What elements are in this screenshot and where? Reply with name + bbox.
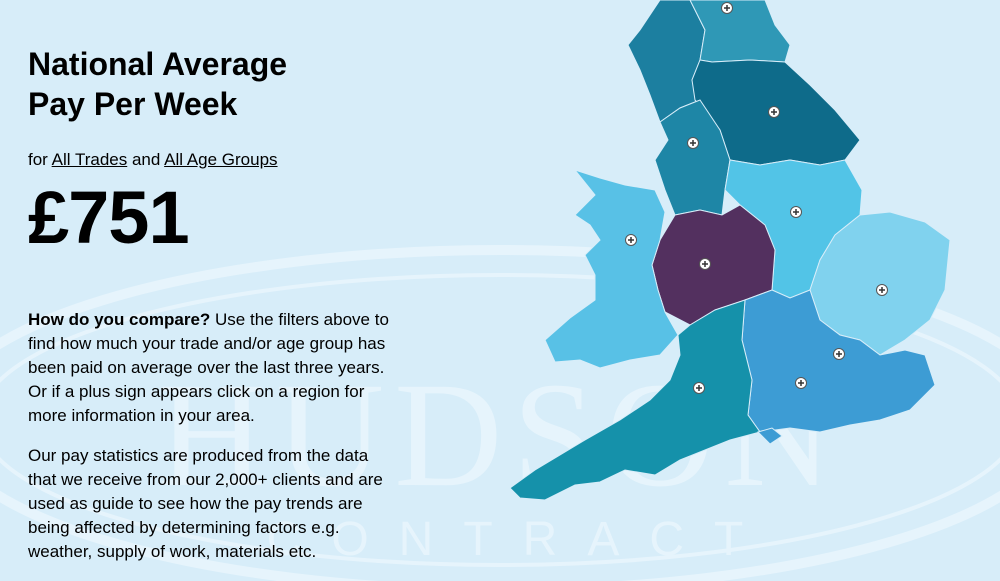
region-isle-of-wight[interactable]: [757, 427, 783, 445]
region-plus-button[interactable]: [625, 234, 637, 246]
region-north-east[interactable]: [689, 0, 791, 63]
age-filter-link[interactable]: All Age Groups: [164, 150, 278, 169]
region-plus-button[interactable]: [699, 258, 711, 270]
region-plus-button[interactable]: [876, 284, 888, 296]
region-south-west[interactable]: [509, 299, 761, 501]
region-plus-button[interactable]: [687, 137, 699, 149]
region-plus-button[interactable]: [833, 348, 845, 360]
watermark-ring: [0, 273, 1000, 567]
watermark-ring: [0, 245, 1000, 581]
info-panel: National Average Pay Per Week for All Tr…: [28, 44, 400, 564]
intro-text: Use the filters above to find how much y…: [28, 310, 389, 425]
trade-filter-link[interactable]: All Trades: [51, 150, 128, 169]
filter-prefix: for: [28, 150, 48, 169]
filter-joiner: and: [131, 150, 161, 169]
intro-paragraph: How do you compare? Use the filters abov…: [28, 308, 400, 428]
region-plus-button[interactable]: [768, 106, 780, 118]
watermark-text: CONTRACT: [267, 513, 774, 566]
region-wales[interactable]: [544, 169, 679, 369]
region-plus-button[interactable]: [721, 2, 733, 14]
stats-paragraph: Our pay statistics are produced from the…: [28, 446, 383, 561]
region-plus-button[interactable]: [693, 382, 705, 394]
average-pay: £751: [28, 176, 190, 259]
intro-lead: How do you compare?: [28, 310, 211, 329]
filter-summary: for All Trades and All Age Groups: [28, 150, 400, 170]
title: National Average Pay Per Week: [28, 46, 288, 122]
region-plus-button[interactable]: [790, 206, 802, 218]
region-plus-button[interactable]: [795, 377, 807, 389]
